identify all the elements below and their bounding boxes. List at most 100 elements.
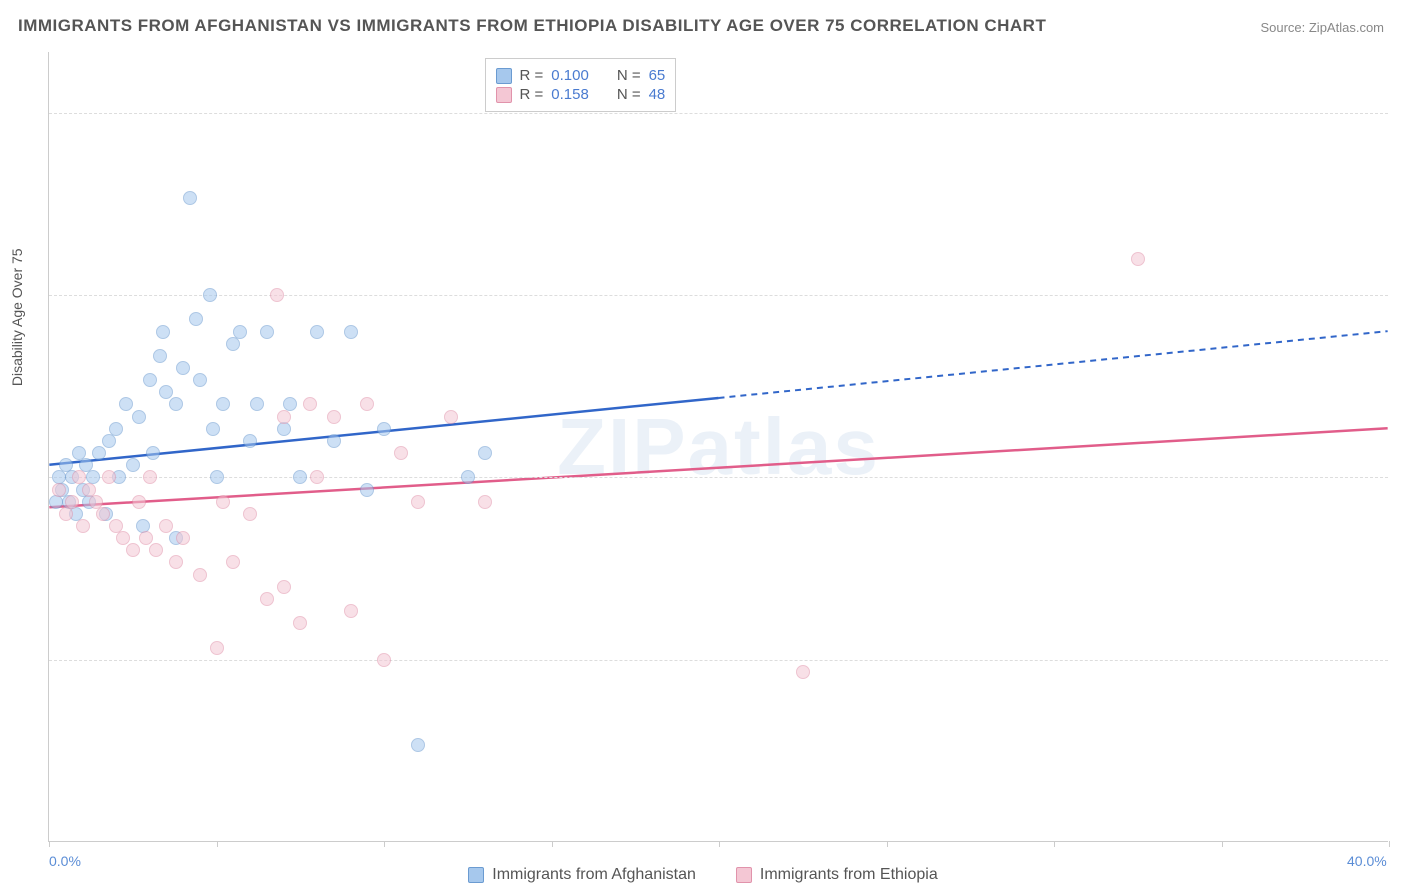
scatter-point	[260, 325, 274, 339]
scatter-point	[310, 470, 324, 484]
legend-swatch	[736, 867, 752, 883]
scatter-point	[377, 422, 391, 436]
scatter-point	[52, 483, 66, 497]
scatter-point	[216, 397, 230, 411]
legend-n-label: N =	[617, 86, 641, 103]
scatter-point	[327, 434, 341, 448]
scatter-point	[143, 373, 157, 387]
scatter-point	[206, 422, 220, 436]
legend-n-value: 48	[649, 86, 666, 103]
legend-swatch	[496, 68, 512, 84]
x-tick	[552, 841, 553, 847]
scatter-point	[243, 507, 257, 521]
scatter-point	[102, 470, 116, 484]
gridline	[49, 660, 1388, 661]
legend-r-value: 0.158	[551, 86, 589, 103]
legend-row: R = 0.158 N = 48	[496, 86, 666, 103]
scatter-point	[149, 543, 163, 557]
legend-n-value: 65	[649, 67, 666, 84]
x-tick	[1389, 841, 1390, 847]
x-tick	[49, 841, 50, 847]
scatter-point	[176, 531, 190, 545]
x-tick	[1222, 841, 1223, 847]
scatter-point	[1131, 252, 1145, 266]
legend-swatch	[496, 87, 512, 103]
scatter-point	[119, 397, 133, 411]
scatter-point	[176, 361, 190, 375]
scatter-point	[277, 580, 291, 594]
y-axis-label: Disability Age Over 75	[9, 248, 25, 386]
scatter-point	[216, 495, 230, 509]
scatter-point	[394, 446, 408, 460]
scatter-point	[327, 410, 341, 424]
legend-r-label: R =	[520, 67, 544, 84]
gridline	[49, 295, 1388, 296]
scatter-point	[159, 519, 173, 533]
scatter-point	[49, 495, 63, 509]
scatter-point	[143, 470, 157, 484]
x-tick	[384, 841, 385, 847]
scatter-point	[210, 641, 224, 655]
scatter-point	[277, 422, 291, 436]
scatter-point	[796, 665, 810, 679]
x-tick	[887, 841, 888, 847]
scatter-point	[478, 495, 492, 509]
legend-bottom: Immigrants from Afghanistan Immigrants f…	[0, 866, 1406, 884]
scatter-point	[109, 422, 123, 436]
scatter-point	[126, 543, 140, 557]
scatter-point	[102, 434, 116, 448]
scatter-point	[139, 531, 153, 545]
scatter-point	[226, 555, 240, 569]
scatter-point	[169, 555, 183, 569]
scatter-point	[411, 738, 425, 752]
scatter-point	[461, 470, 475, 484]
scatter-point	[156, 325, 170, 339]
scatter-point	[344, 604, 358, 618]
legend-top: R = 0.100 N = 65 R = 0.158 N = 48	[485, 58, 677, 112]
scatter-point	[293, 616, 307, 630]
scatter-point	[146, 446, 160, 460]
scatter-point	[65, 495, 79, 509]
legend-row: R = 0.100 N = 65	[496, 67, 666, 84]
x-tick	[719, 841, 720, 847]
scatter-point	[132, 410, 146, 424]
legend-r-value: 0.100	[551, 67, 589, 84]
scatter-point	[270, 288, 284, 302]
chart-title: IMMIGRANTS FROM AFGHANISTAN VS IMMIGRANT…	[18, 16, 1046, 36]
scatter-point	[116, 531, 130, 545]
scatter-point	[193, 568, 207, 582]
scatter-point	[203, 288, 217, 302]
scatter-point	[377, 653, 391, 667]
scatter-point	[226, 337, 240, 351]
scatter-point	[233, 325, 247, 339]
scatter-point	[169, 397, 183, 411]
scatter-point	[76, 519, 90, 533]
scatter-point	[159, 385, 173, 399]
scatter-point	[92, 446, 106, 460]
gridline	[49, 113, 1388, 114]
scatter-point	[444, 410, 458, 424]
chart-area: ZIPatlas Disability Age Over 75 35.0%50.…	[48, 52, 1388, 842]
scatter-point	[153, 349, 167, 363]
source-label: Source: ZipAtlas.com	[1260, 20, 1384, 35]
scatter-point	[360, 397, 374, 411]
scatter-point	[310, 325, 324, 339]
x-tick	[1054, 841, 1055, 847]
scatter-point	[132, 495, 146, 509]
legend-series-name: Immigrants from Afghanistan	[492, 866, 696, 884]
scatter-point	[193, 373, 207, 387]
gridline	[49, 477, 1388, 478]
scatter-point	[277, 410, 291, 424]
legend-series-name: Immigrants from Ethiopia	[760, 866, 938, 884]
scatter-point	[344, 325, 358, 339]
x-tick	[217, 841, 218, 847]
scatter-point	[72, 470, 86, 484]
scatter-point	[303, 397, 317, 411]
legend-swatch	[468, 867, 484, 883]
legend-bottom-item: Immigrants from Afghanistan	[468, 866, 696, 884]
scatter-point	[293, 470, 307, 484]
scatter-point	[411, 495, 425, 509]
scatter-point	[250, 397, 264, 411]
scatter-point	[189, 312, 203, 326]
legend-bottom-item: Immigrants from Ethiopia	[736, 866, 938, 884]
